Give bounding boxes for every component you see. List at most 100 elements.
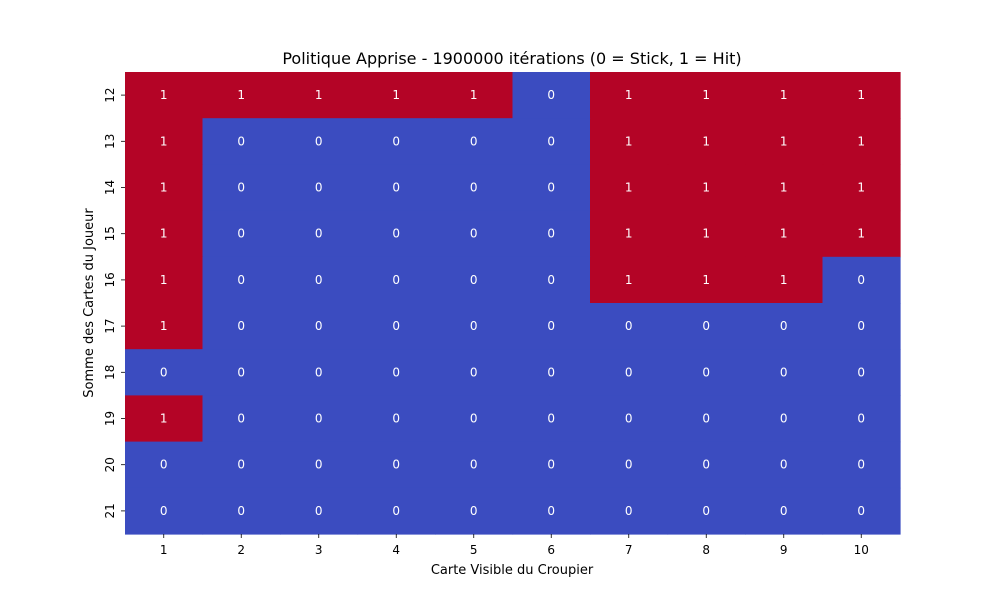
heatmap-cell	[435, 349, 514, 396]
cell-value-label: 1	[160, 88, 168, 102]
heatmap-cell	[280, 72, 359, 119]
x-tick-label: 9	[780, 543, 788, 557]
cell-value-label: 0	[237, 365, 245, 379]
heatmap-cell	[435, 210, 514, 258]
cell-value-label: 0	[392, 365, 400, 379]
cell-value-label: 0	[237, 458, 245, 472]
cell-value-label: 0	[625, 458, 633, 472]
heatmap-cell	[435, 164, 514, 212]
y-tick-label: 16	[103, 272, 117, 287]
cell-value-label: 0	[547, 504, 555, 518]
heatmap-cell	[280, 256, 359, 304]
heatmap-cell	[667, 487, 746, 535]
cell-value-label: 1	[625, 181, 633, 195]
y-axis: 12 13 14 15 16 17 18 19 20 21	[103, 87, 125, 519]
heatmap-cell	[745, 487, 824, 535]
cell-value-label: 0	[237, 504, 245, 518]
cell-value-label: 0	[857, 504, 865, 518]
cell-value-label: 1	[780, 227, 788, 241]
heatmap-cell	[590, 164, 669, 212]
heatmap-cell	[280, 210, 359, 258]
heatmap-cell	[125, 210, 204, 258]
y-tick-label: 19	[103, 411, 117, 426]
heatmap-cell	[435, 256, 514, 304]
heatmap-cell	[745, 349, 824, 396]
cell-value-label: 0	[547, 365, 555, 379]
heatmap-cell	[590, 303, 669, 350]
heatmap-cell	[280, 303, 359, 350]
heatmap-cell	[745, 118, 824, 165]
cell-value-label: 0	[237, 319, 245, 333]
y-tick-label: 17	[103, 318, 117, 333]
heatmap-cell	[202, 256, 281, 304]
cell-value-label: 0	[625, 504, 633, 518]
heatmap-cell	[512, 303, 591, 350]
cell-value-label: 0	[625, 365, 633, 379]
heatmap-cell	[512, 72, 591, 119]
cell-value-label: 1	[160, 227, 168, 241]
cell-value-label: 1	[392, 88, 400, 102]
heatmap-cell	[512, 349, 591, 396]
cell-value-label: 1	[702, 181, 710, 195]
cell-value-label: 0	[780, 365, 788, 379]
cell-value-label: 0	[547, 227, 555, 241]
cell-value-label: 0	[315, 273, 323, 287]
heatmap-cell	[512, 487, 591, 535]
cell-value-label: 1	[625, 227, 633, 241]
heatmap-cell	[435, 72, 514, 119]
heatmap-cell	[822, 72, 901, 119]
x-tick-label: 8	[702, 543, 710, 557]
heatmap-cell	[202, 210, 281, 258]
heatmap-cell	[357, 441, 436, 489]
heatmap-cell	[125, 349, 204, 396]
heatmap-cell	[667, 72, 746, 119]
cell-value-label: 0	[470, 458, 478, 472]
cell-value-label: 1	[702, 273, 710, 287]
heatmap-cell	[822, 487, 901, 535]
heatmap-cell	[667, 395, 746, 443]
heatmap-cell	[357, 164, 436, 212]
heatmap-cell	[125, 487, 204, 535]
heatmap-cells: 1 1 1 1 1 0 1 1 1 1 1 0 0 0 0 0 1 1 1 1 1 0 0 0 0 0 1 1 1 1 1 0 0 0 0 0 1 1 1 1…	[125, 72, 901, 535]
heatmap-cell	[357, 349, 436, 396]
cell-value-label: 0	[625, 412, 633, 426]
cell-value-label: 0	[780, 458, 788, 472]
cell-value-label: 0	[857, 365, 865, 379]
heatmap-cell	[590, 487, 669, 535]
x-tick-label: 7	[625, 543, 633, 557]
cell-value-label: 0	[315, 458, 323, 472]
cell-value-label: 0	[392, 458, 400, 472]
heatmap-cell	[512, 395, 591, 443]
heatmap-cell	[125, 164, 204, 212]
heatmap-cell	[745, 303, 824, 350]
cell-value-label: 0	[625, 319, 633, 333]
heatmap-cell	[125, 256, 204, 304]
cell-value-label: 0	[470, 504, 478, 518]
x-tick-label: 5	[470, 543, 478, 557]
cell-value-label: 0	[702, 458, 710, 472]
heatmap-cell	[822, 303, 901, 350]
cell-value-label: 0	[547, 412, 555, 426]
heatmap-cell	[202, 441, 281, 489]
heatmap-cell	[435, 395, 514, 443]
cell-value-label: 0	[315, 319, 323, 333]
heatmap-cell	[280, 349, 359, 396]
heatmap-cell	[435, 441, 514, 489]
cell-value-label: 0	[547, 319, 555, 333]
heatmap-cell	[357, 72, 436, 119]
heatmap-cell	[435, 303, 514, 350]
cell-value-label: 0	[315, 412, 323, 426]
heatmap-cell	[512, 118, 591, 165]
x-tick-label: 1	[160, 543, 168, 557]
heatmap-cell	[125, 441, 204, 489]
cell-value-label: 1	[702, 88, 710, 102]
cell-value-label: 0	[315, 504, 323, 518]
heatmap-cell	[280, 487, 359, 535]
x-tick-label: 10	[854, 543, 869, 557]
heatmap-cell	[745, 441, 824, 489]
cell-value-label: 1	[780, 181, 788, 195]
cell-value-label: 1	[160, 181, 168, 195]
heatmap-cell	[822, 256, 901, 304]
cell-value-label: 0	[160, 458, 168, 472]
cell-value-label: 1	[160, 273, 168, 287]
